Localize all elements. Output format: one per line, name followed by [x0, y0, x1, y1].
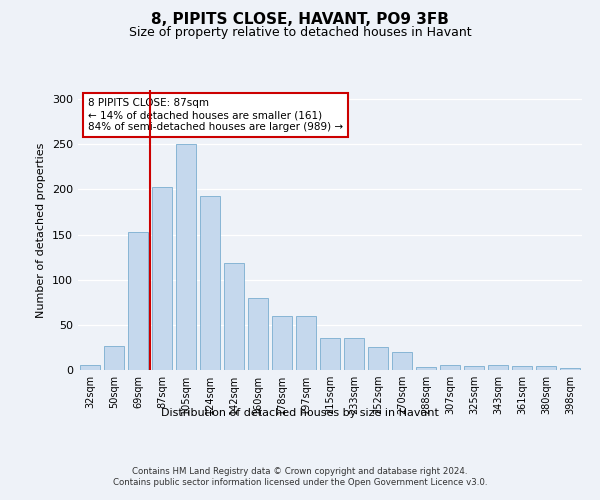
Text: 8, PIPITS CLOSE, HAVANT, PO9 3FB: 8, PIPITS CLOSE, HAVANT, PO9 3FB: [151, 12, 449, 28]
Bar: [104, 346, 124, 370]
Bar: [176, 144, 196, 370]
Bar: [344, 338, 364, 370]
Bar: [392, 352, 412, 370]
Bar: [440, 366, 460, 370]
Bar: [80, 364, 100, 370]
Bar: [416, 368, 436, 370]
Text: Contains HM Land Registry data © Crown copyright and database right 2024.
Contai: Contains HM Land Registry data © Crown c…: [113, 468, 487, 487]
Bar: [464, 366, 484, 370]
Bar: [128, 232, 148, 370]
Text: 8 PIPITS CLOSE: 87sqm
← 14% of detached houses are smaller (161)
84% of semi-det: 8 PIPITS CLOSE: 87sqm ← 14% of detached …: [88, 98, 343, 132]
Bar: [296, 316, 316, 370]
Bar: [368, 348, 388, 370]
Bar: [320, 338, 340, 370]
Bar: [560, 368, 580, 370]
Bar: [224, 264, 244, 370]
Bar: [272, 316, 292, 370]
Y-axis label: Number of detached properties: Number of detached properties: [37, 142, 46, 318]
Bar: [248, 298, 268, 370]
Bar: [488, 366, 508, 370]
Text: Distribution of detached houses by size in Havant: Distribution of detached houses by size …: [161, 408, 439, 418]
Bar: [512, 366, 532, 370]
Bar: [200, 196, 220, 370]
Text: Size of property relative to detached houses in Havant: Size of property relative to detached ho…: [128, 26, 472, 39]
Bar: [536, 366, 556, 370]
Bar: [152, 186, 172, 370]
